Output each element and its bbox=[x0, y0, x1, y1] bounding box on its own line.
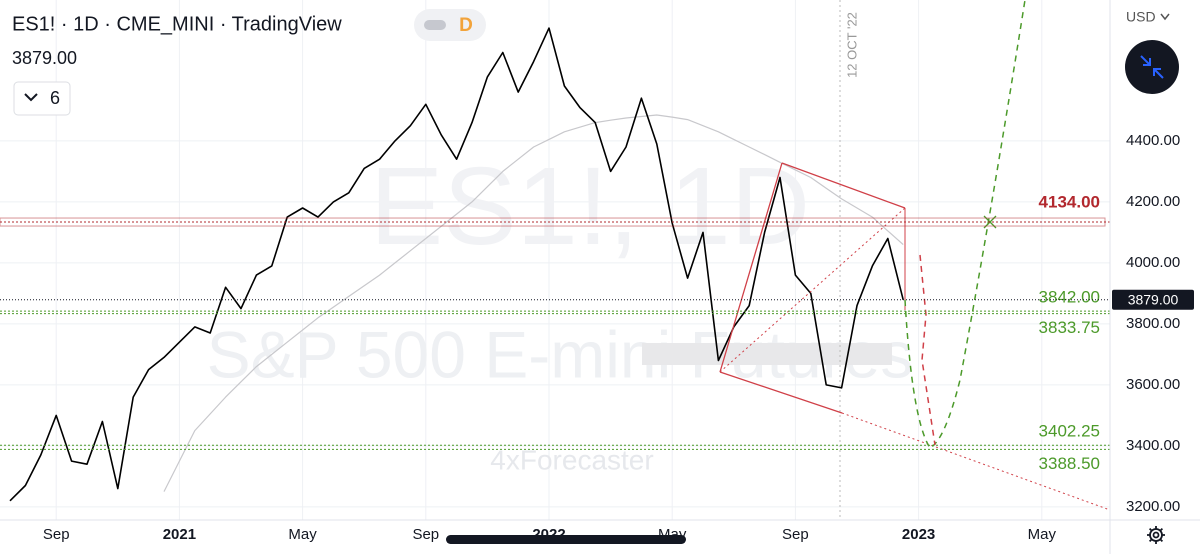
y-tick-label: 4000.00 bbox=[1126, 254, 1180, 271]
indicator-toggle[interactable] bbox=[13, 81, 71, 116]
toggle-icon bbox=[424, 20, 446, 30]
chevron bbox=[24, 93, 38, 102]
y-tick-label: 4200.00 bbox=[1126, 193, 1180, 210]
currency-selector[interactable]: USD bbox=[1126, 9, 1156, 25]
price-line bbox=[9, 27, 904, 502]
indicator-count[interactable]: 6 bbox=[50, 88, 60, 108]
level-label: 3388.50 bbox=[1039, 454, 1100, 473]
level-label: 4134.00 bbox=[1039, 193, 1100, 212]
y-tick-label: 4400.00 bbox=[1126, 132, 1180, 149]
watermark: ES1!, 1D bbox=[370, 145, 810, 268]
x-tick-label: Sep bbox=[782, 526, 809, 543]
pattern-line bbox=[719, 162, 783, 373]
settings-button[interactable] bbox=[1147, 526, 1165, 544]
x-tick-label: May bbox=[288, 526, 317, 543]
pattern-line bbox=[781, 162, 906, 209]
plot-area bbox=[9, 27, 904, 502]
x-tick-label: 2023 bbox=[902, 526, 935, 543]
level-band bbox=[0, 217, 1106, 227]
moving-average-line bbox=[163, 114, 904, 492]
level-label: 3833.75 bbox=[1039, 318, 1100, 337]
x-tick-label: Sep bbox=[43, 526, 70, 543]
x-tick-label: May bbox=[1028, 526, 1057, 543]
pattern-extension bbox=[719, 207, 906, 373]
y-tick-label: 3800.00 bbox=[1126, 315, 1180, 332]
y-tick-label: 3400.00 bbox=[1126, 437, 1180, 454]
drawings bbox=[719, 0, 1111, 511]
levels: 4134.00 3842.00 3833.75 3402.25 3388.50 bbox=[0, 193, 1110, 473]
y-tick-label: 3200.00 bbox=[1126, 498, 1180, 515]
grid bbox=[0, 0, 1110, 520]
last-price-axis-label: 3879.00 bbox=[1128, 292, 1179, 308]
scroll-handle[interactable] bbox=[446, 535, 686, 544]
pattern-line bbox=[719, 371, 843, 414]
y-tick-label: 3600.00 bbox=[1126, 376, 1180, 393]
last-price-badge bbox=[1112, 289, 1194, 310]
last-price: 3879.00 bbox=[12, 48, 77, 68]
x-tick-label: 2021 bbox=[163, 526, 196, 543]
level-label: 3402.25 bbox=[1039, 422, 1100, 441]
projection-path bbox=[904, 0, 1026, 449]
collapse-icon bbox=[1140, 55, 1164, 79]
fullscreen-button[interactable] bbox=[1125, 40, 1179, 94]
interval-button[interactable]: D bbox=[459, 15, 473, 36]
x-tick-label: Sep bbox=[412, 526, 439, 543]
highlight-box bbox=[642, 343, 892, 365]
date-annotation: 12 OCT '22 bbox=[844, 12, 859, 78]
projection-path bbox=[919, 254, 936, 446]
chevron bbox=[1160, 13, 1170, 21]
chart-title: ES1! · 1D · CME_MINI · TradingView bbox=[12, 13, 342, 35]
level-label: 3842.00 bbox=[1039, 288, 1100, 307]
interval-toggle[interactable] bbox=[414, 9, 486, 41]
